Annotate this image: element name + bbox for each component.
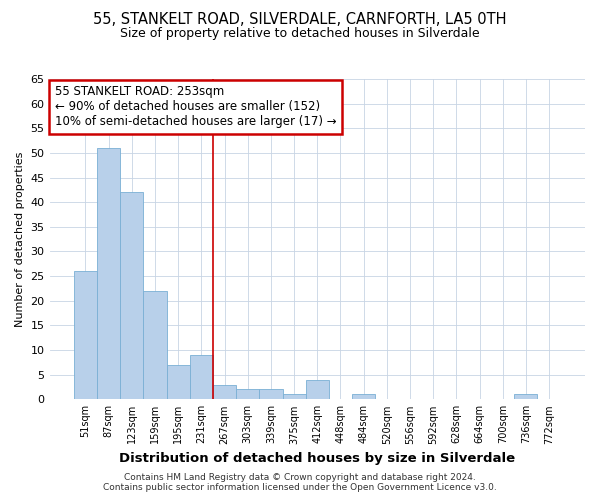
- Bar: [74, 271, 97, 400]
- Text: 55, STANKELT ROAD, SILVERDALE, CARNFORTH, LA5 0TH: 55, STANKELT ROAD, SILVERDALE, CARNFORTH…: [93, 12, 507, 28]
- Bar: [305, 380, 329, 400]
- Text: Contains HM Land Registry data © Crown copyright and database right 2024.
Contai: Contains HM Land Registry data © Crown c…: [103, 473, 497, 492]
- Bar: [167, 365, 190, 400]
- Bar: [283, 394, 305, 400]
- Bar: [236, 390, 259, 400]
- Bar: [213, 384, 236, 400]
- Bar: [514, 394, 538, 400]
- Text: 55 STANKELT ROAD: 253sqm
← 90% of detached houses are smaller (152)
10% of semi-: 55 STANKELT ROAD: 253sqm ← 90% of detach…: [55, 86, 337, 128]
- Bar: [259, 390, 283, 400]
- Text: Size of property relative to detached houses in Silverdale: Size of property relative to detached ho…: [120, 28, 480, 40]
- Bar: [120, 192, 143, 400]
- Bar: [190, 355, 213, 400]
- Y-axis label: Number of detached properties: Number of detached properties: [15, 152, 25, 327]
- X-axis label: Distribution of detached houses by size in Silverdale: Distribution of detached houses by size …: [119, 452, 515, 465]
- Bar: [352, 394, 375, 400]
- Bar: [97, 148, 120, 400]
- Bar: [143, 291, 167, 400]
